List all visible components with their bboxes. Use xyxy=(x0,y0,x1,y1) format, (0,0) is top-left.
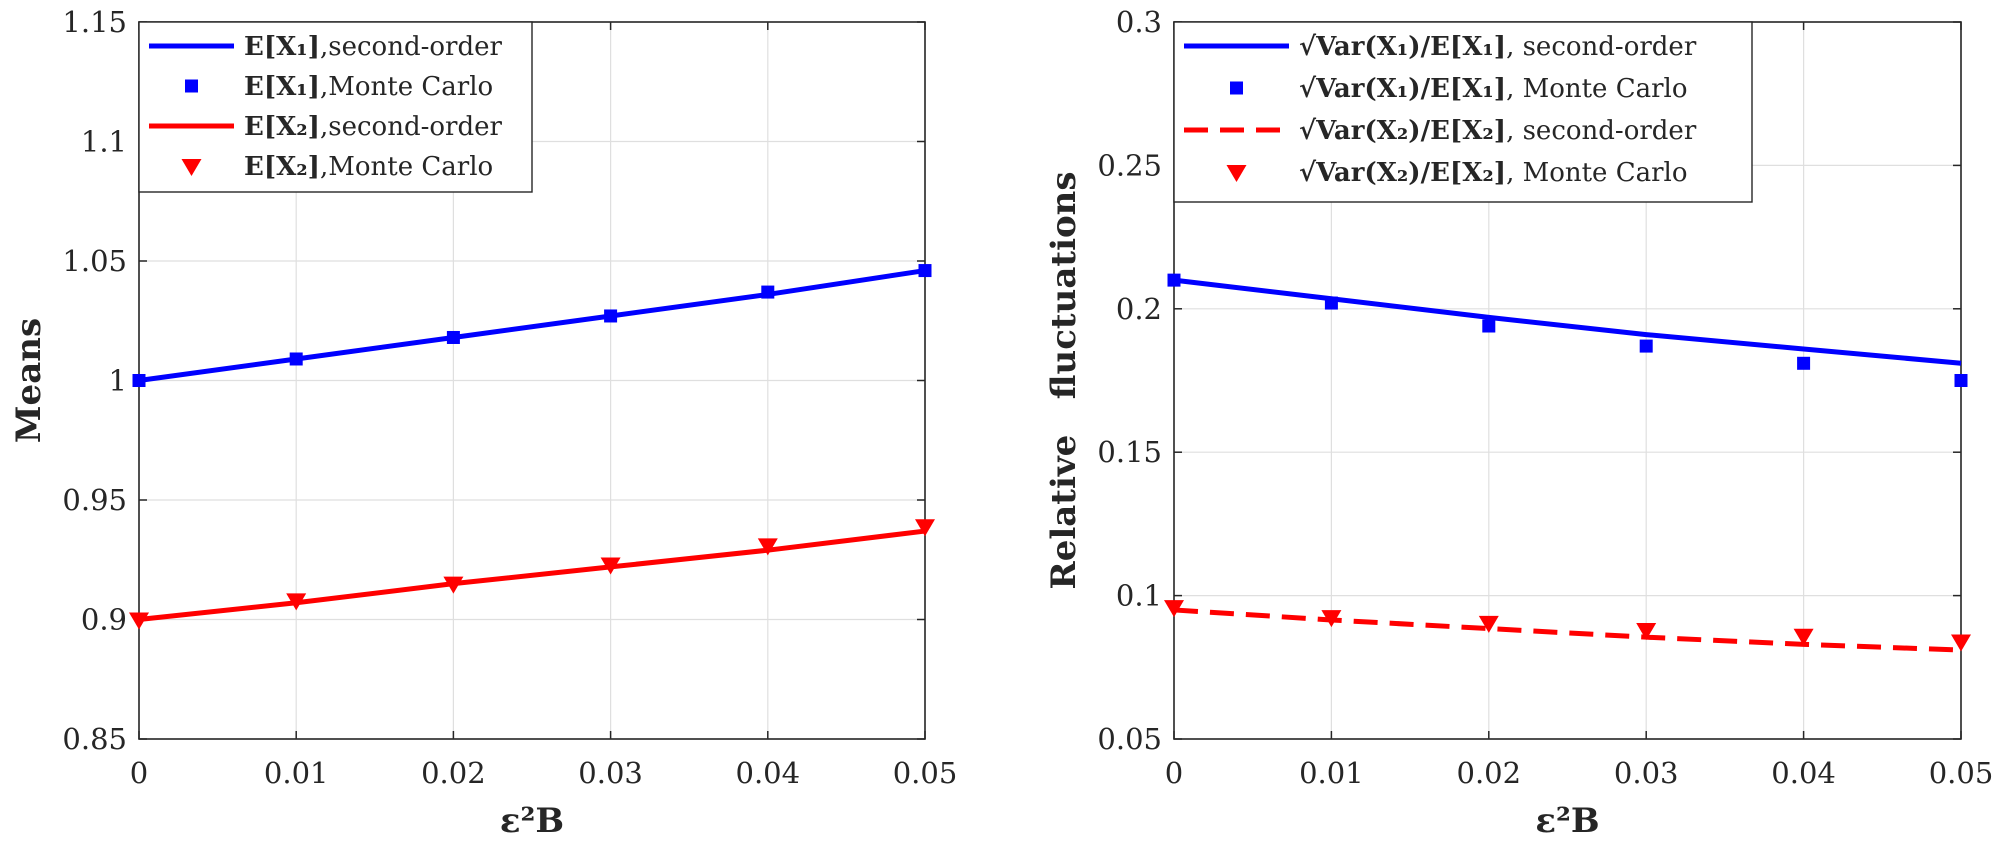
legend-entry-method: , second-order xyxy=(1506,116,1697,146)
x-tick-label: 0.04 xyxy=(736,756,801,790)
x-tick-label: 0.03 xyxy=(578,756,643,790)
series-1-point xyxy=(289,352,303,366)
y-tick-label: 1.1 xyxy=(81,125,127,159)
series-1-point xyxy=(132,374,146,387)
x-tick-label: 0 xyxy=(1165,756,1183,790)
y-tick-label: 0.95 xyxy=(62,483,127,517)
series-0-line xyxy=(138,268,926,383)
x-axis-label: ε²B xyxy=(500,801,564,841)
legend-entry-symbol: E[X₂] xyxy=(244,112,320,142)
y-tick-label: 0.1 xyxy=(1116,579,1162,613)
y-tick-label: 0.25 xyxy=(1097,148,1162,182)
legend-sample-marker-3 xyxy=(181,159,202,176)
y-tick-label: 0.05 xyxy=(1097,722,1162,756)
series-2-line xyxy=(1173,607,1962,653)
legend-entry-method: , second-order xyxy=(1506,32,1697,62)
y-tick-label: 0.2 xyxy=(1116,292,1162,326)
series-1-point xyxy=(918,264,932,278)
legend: √Var(X₁)/E[X₁], second-order√Var(X₁)/E[X… xyxy=(1173,21,1753,203)
series-3-point xyxy=(286,593,307,611)
legend-entry-1: E[X₁],Monte Carlo xyxy=(244,72,493,102)
legend-entry-2: √Var(X₂)/E[X₂], second-order xyxy=(1299,116,1697,146)
x-tick-label: 0.05 xyxy=(1929,756,1994,790)
legend-sample-marker-3 xyxy=(1226,165,1247,182)
y-axis-label: Means xyxy=(9,318,49,443)
legend-entry-symbol: E[X₁] xyxy=(244,72,320,102)
x-axis-label: ε²B xyxy=(1535,801,1599,841)
relative-fluctuations-chart: 0 0.01 0.02 0.03 0.04 0.05 0.05 0.1 0.15 0.2 0.25 0… xyxy=(1044,5,1993,841)
x-tick-label: 0.03 xyxy=(1614,756,1679,790)
legend-entry-method: ,Monte Carlo xyxy=(320,72,493,102)
series-3-point xyxy=(600,557,621,575)
x-tick-label: 0.02 xyxy=(1457,756,1522,790)
series-3-point xyxy=(1793,628,1814,646)
y-tick-label: 0.9 xyxy=(81,603,127,637)
series-1-point xyxy=(1954,374,1968,387)
y-tick-label: 0.85 xyxy=(62,722,127,756)
legend-entry-0: √Var(X₁)/E[X₁], second-order xyxy=(1299,32,1697,62)
legend-entry-method: ,Monte Carlo xyxy=(320,152,493,182)
x-tick-label: 0.04 xyxy=(1771,756,1836,790)
legend-entry-method: ,second-order xyxy=(320,32,502,62)
legend-box xyxy=(138,21,533,193)
series-1-point xyxy=(604,309,618,323)
legend-entry-method: , Monte Carlo xyxy=(1506,74,1687,104)
series-1-point xyxy=(1639,339,1653,353)
legend-entry-3: √Var(X₂)/E[X₂], Monte Carlo xyxy=(1299,158,1688,188)
legend-entry-2: E[X₂],second-order xyxy=(244,112,502,142)
legend-entry-symbol: √Var(X₂)/E[X₂] xyxy=(1299,158,1506,188)
series-3-point xyxy=(1636,623,1657,641)
y-tick-label: 1.15 xyxy=(62,5,127,39)
legend-entry-1: √Var(X₁)/E[X₁], Monte Carlo xyxy=(1299,74,1688,104)
series-3-point xyxy=(915,519,935,537)
series-1-point xyxy=(761,285,775,299)
series-1-point xyxy=(446,330,460,344)
y-tick-label: 1.05 xyxy=(62,244,127,278)
series-3-point xyxy=(1164,600,1184,618)
means-chart: 0 0.01 0.02 0.03 0.04 0.05 0.85 0.9 0.95 1 1.05 1.1… xyxy=(9,5,957,841)
series-2-line xyxy=(138,528,926,622)
series-1-point xyxy=(1167,273,1181,287)
x-tick-label: 0.05 xyxy=(893,756,958,790)
series-3-point xyxy=(129,612,149,630)
legend-entry-method: , Monte Carlo xyxy=(1506,158,1687,188)
y-tick-label: 0.15 xyxy=(1097,435,1162,469)
legend-entry-method: ,second-order xyxy=(320,112,502,142)
series-3-point xyxy=(757,538,778,556)
x-tick-label: 0.01 xyxy=(1299,756,1364,790)
legend-box xyxy=(1173,21,1753,203)
x-tick-label: 0.01 xyxy=(264,756,329,790)
series-0-line xyxy=(1173,277,1962,366)
series-3-point xyxy=(443,576,464,594)
legend-entry-symbol: E[X₁] xyxy=(244,32,320,62)
legend-entry-symbol: E[X₂] xyxy=(244,152,320,182)
series-1-point xyxy=(1324,296,1338,310)
y-axis-label: Relative fluctuations xyxy=(1044,171,1084,589)
x-tick-label: 0.02 xyxy=(421,756,486,790)
series-3-point xyxy=(1951,634,1971,652)
y-tick-label: 1 xyxy=(109,364,127,398)
legend-entry-symbol: √Var(X₁)/E[X₁] xyxy=(1299,32,1506,62)
series-1-point xyxy=(1482,319,1496,333)
legend-entry-0: E[X₁],second-order xyxy=(244,32,502,62)
series-3-point xyxy=(1478,615,1499,633)
series-1-point xyxy=(1797,356,1811,370)
x-tick-label: 0 xyxy=(130,756,148,790)
legend-entry-symbol: √Var(X₂)/E[X₂] xyxy=(1299,116,1506,146)
legend-sample-marker-1 xyxy=(1230,81,1243,95)
series-3-point xyxy=(1321,610,1342,628)
legend-entry-symbol: √Var(X₁)/E[X₁] xyxy=(1299,74,1506,104)
legend-entry-3: E[X₂],Monte Carlo xyxy=(244,152,493,182)
y-tick-label: 0.3 xyxy=(1116,5,1162,39)
legend-sample-marker-1 xyxy=(185,79,198,93)
